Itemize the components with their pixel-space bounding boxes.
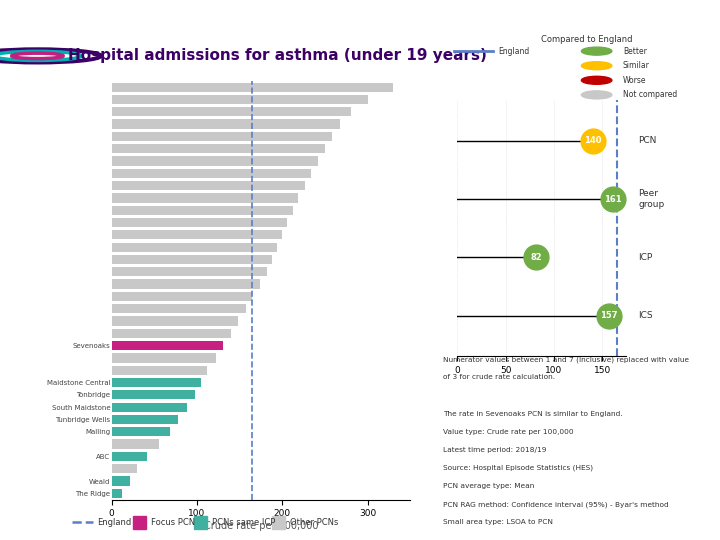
Bar — [112, 427, 170, 436]
Text: 161: 161 — [604, 194, 621, 204]
Text: England: England — [498, 46, 529, 56]
Text: Similar: Similar — [623, 61, 650, 70]
Text: Latest time period: 2018/19: Latest time period: 2018/19 — [443, 447, 546, 453]
Bar — [112, 119, 341, 129]
Bar — [112, 132, 332, 141]
Text: Hospital admissions for asthma (under 19 years): Hospital admissions for asthma (under 19… — [68, 49, 487, 63]
Text: Focus PCN: Focus PCN — [150, 518, 194, 527]
Bar — [112, 341, 222, 350]
Bar — [112, 353, 216, 362]
Text: of 3 for crude rate calculation.: of 3 for crude rate calculation. — [443, 375, 555, 381]
Text: PCN: PCN — [638, 136, 657, 145]
Point — [531, 253, 542, 261]
Bar — [272, 516, 285, 529]
Circle shape — [582, 91, 612, 99]
Point — [587, 137, 598, 145]
Circle shape — [582, 47, 612, 55]
Bar — [112, 476, 130, 485]
Bar — [112, 489, 122, 498]
Bar — [112, 316, 238, 326]
Bar — [112, 83, 393, 92]
Bar — [112, 366, 207, 375]
Text: 157: 157 — [600, 311, 618, 320]
Text: Compared to England: Compared to England — [541, 35, 633, 44]
Text: ICS: ICS — [638, 311, 653, 320]
Text: Numerator values between 1 and 7 (inclusive) replaced with value: Numerator values between 1 and 7 (inclus… — [443, 356, 689, 363]
Bar — [112, 255, 272, 264]
Bar — [112, 280, 260, 289]
Bar — [112, 193, 297, 202]
Bar — [112, 218, 287, 227]
Text: PCN average type: Mean: PCN average type: Mean — [443, 483, 534, 489]
Bar — [112, 329, 231, 338]
Bar — [112, 378, 201, 387]
Text: 34: 34 — [11, 11, 28, 24]
Text: 82: 82 — [531, 253, 542, 262]
Text: ICP: ICP — [638, 253, 652, 262]
Bar — [112, 206, 292, 215]
Bar — [112, 304, 246, 313]
Text: Value type: Crude rate per 100,000: Value type: Crude rate per 100,000 — [443, 429, 573, 435]
Circle shape — [582, 76, 612, 84]
X-axis label: Crude rate per 100,000: Crude rate per 100,000 — [204, 521, 318, 531]
Bar — [112, 390, 195, 400]
Text: Better: Better — [623, 46, 647, 56]
Bar — [112, 107, 351, 117]
Bar — [132, 516, 145, 529]
Text: England: England — [97, 518, 132, 527]
Bar — [112, 157, 318, 166]
Bar — [112, 440, 158, 449]
Circle shape — [582, 62, 612, 70]
Point — [607, 195, 618, 204]
Text: PCN RAG method: Confidence interval (95%) - Byar's method: PCN RAG method: Confidence interval (95%… — [443, 501, 668, 508]
Bar — [112, 181, 305, 190]
Bar — [112, 402, 186, 412]
Text: Worse: Worse — [623, 76, 647, 85]
Bar — [112, 464, 138, 474]
Bar — [112, 144, 325, 153]
Text: Not compared: Not compared — [623, 90, 678, 99]
Bar — [112, 415, 178, 424]
Bar — [112, 168, 311, 178]
Bar — [112, 452, 148, 461]
Text: Peer
group: Peer group — [638, 190, 665, 208]
Point — [603, 311, 615, 320]
Text: 140: 140 — [584, 136, 601, 145]
Bar — [112, 267, 267, 276]
Bar — [194, 516, 207, 529]
Bar — [112, 292, 253, 301]
Text: Other PCNs: Other PCNs — [290, 518, 338, 527]
Bar — [112, 95, 368, 104]
Text: Small area type: LSOA to PCN: Small area type: LSOA to PCN — [443, 519, 553, 525]
Text: The rate in Sevenoaks PCN is similar to England.: The rate in Sevenoaks PCN is similar to … — [443, 410, 622, 417]
Text: PCNs same ICP: PCNs same ICP — [212, 518, 276, 527]
Bar — [112, 242, 277, 252]
Bar — [112, 230, 282, 239]
Text: Source: Hospital Episode Statistics (HES): Source: Hospital Episode Statistics (HES… — [443, 465, 593, 471]
